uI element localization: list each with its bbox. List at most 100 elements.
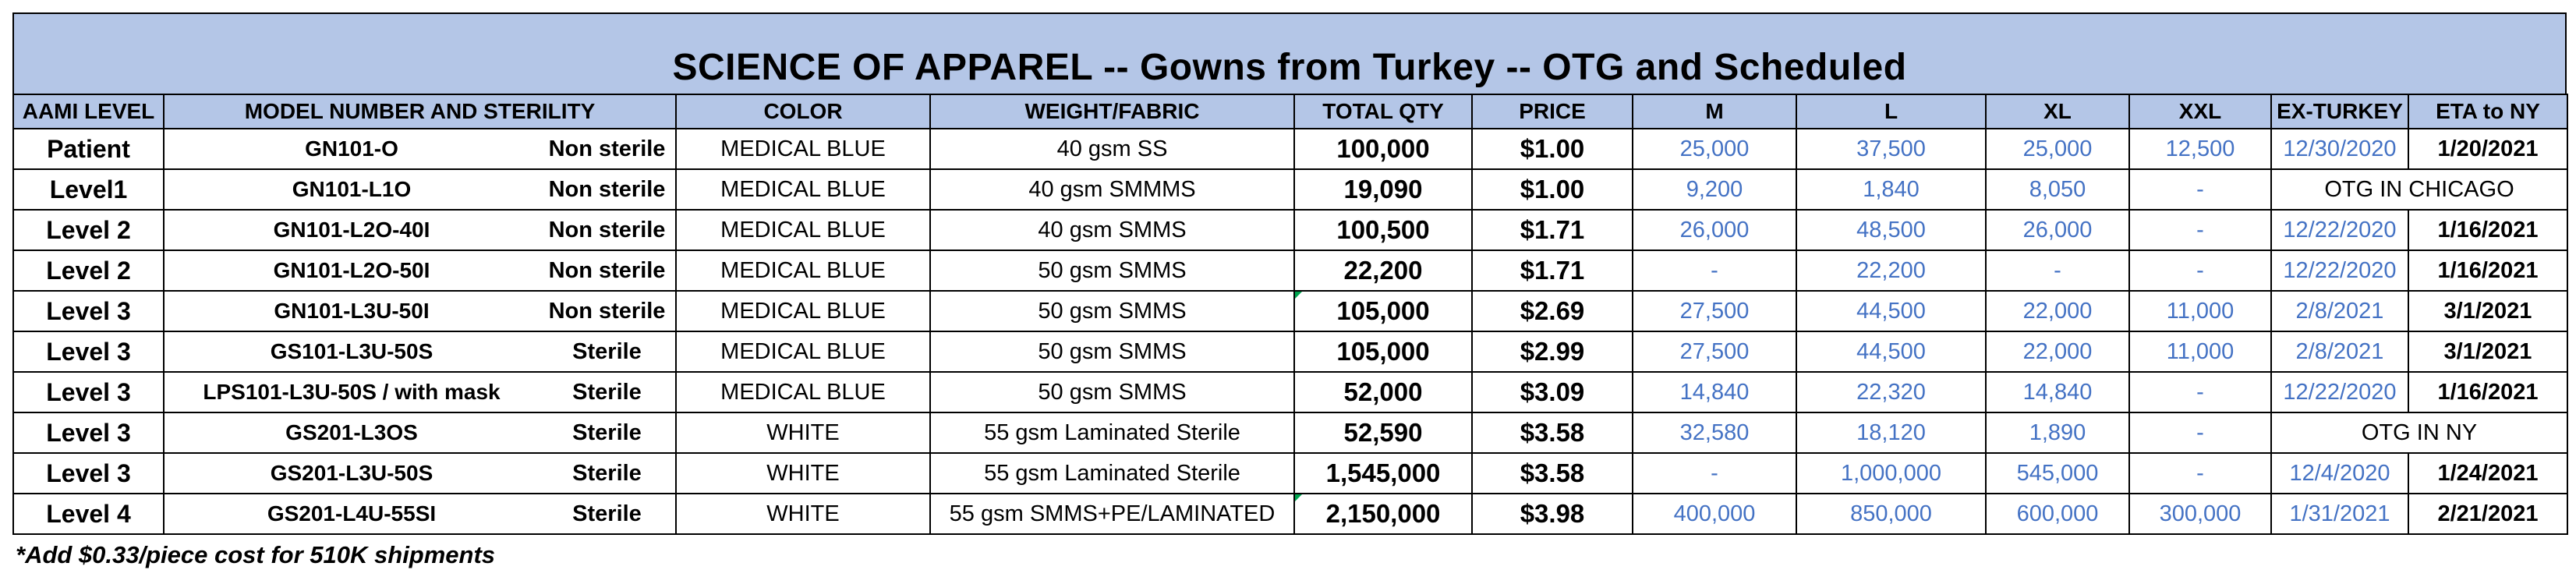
cell-size-xxl[interactable]: - — [2128, 168, 2272, 211]
cell-ex-turkey[interactable]: 12/4/2020 — [2270, 452, 2409, 494]
cell-total-qty[interactable]: 105,000 — [1293, 290, 1473, 332]
cell-ex-turkey[interactable]: 12/22/2020 — [2270, 371, 2409, 413]
cell-color[interactable]: WHITE — [675, 493, 931, 535]
cell-price[interactable]: $3.98 — [1471, 493, 1633, 535]
header-ex-turkey[interactable]: EX-TURKEY — [2270, 94, 2409, 129]
cell-size-xxl[interactable]: 11,000 — [2128, 290, 2272, 332]
cell-ex-turkey[interactable]: 1/31/2021 — [2270, 493, 2409, 535]
cell-size-xxl[interactable]: - — [2128, 209, 2272, 251]
cell-weight-fabric[interactable]: 50 gsm SMMS — [929, 331, 1295, 373]
cell-price[interactable]: $3.09 — [1471, 371, 1633, 413]
cell-model-number[interactable]: GN101-L1O — [163, 168, 539, 211]
cell-ex-turkey[interactable]: 2/8/2021 — [2270, 290, 2409, 332]
cell-aami-level[interactable]: Level 3 — [12, 331, 165, 373]
cell-color[interactable]: MEDICAL BLUE — [675, 250, 931, 292]
cell-color[interactable]: MEDICAL BLUE — [675, 371, 931, 413]
cell-eta-ny[interactable]: 1/16/2021 — [2408, 250, 2568, 292]
cell-size-l[interactable]: 44,500 — [1796, 331, 1987, 373]
cell-price[interactable]: $2.69 — [1471, 290, 1633, 332]
header-size-xl[interactable]: XL — [1985, 94, 2130, 129]
cell-model-number[interactable]: GN101-O — [163, 128, 539, 170]
cell-color[interactable]: WHITE — [675, 452, 931, 494]
cell-total-qty[interactable]: 105,000 — [1293, 331, 1473, 373]
cell-weight-fabric[interactable]: 50 gsm SMMS — [929, 290, 1295, 332]
cell-size-m[interactable]: - — [1632, 250, 1797, 292]
cell-sterility[interactable]: Non sterile — [539, 168, 677, 211]
cell-total-qty[interactable]: 19,090 — [1293, 168, 1473, 211]
cell-size-xl[interactable]: 26,000 — [1985, 209, 2130, 251]
cell-price[interactable]: $1.71 — [1471, 209, 1633, 251]
cell-weight-fabric[interactable]: 40 gsm SS — [929, 128, 1295, 170]
cell-price[interactable]: $1.71 — [1471, 250, 1633, 292]
cell-size-xxl[interactable]: 300,000 — [2128, 493, 2272, 535]
cell-aami-level[interactable]: Level 2 — [12, 250, 165, 292]
cell-sterility[interactable]: Sterile — [539, 493, 677, 535]
cell-size-xl[interactable]: 1,890 — [1985, 412, 2130, 454]
cell-size-l[interactable]: 18,120 — [1796, 412, 1987, 454]
cell-model-number[interactable]: GN101-L2O-40I — [163, 209, 539, 251]
cell-size-m[interactable]: 27,500 — [1632, 290, 1797, 332]
cell-size-l[interactable]: 1,000,000 — [1796, 452, 1987, 494]
cell-price[interactable]: $1.00 — [1471, 168, 1633, 211]
cell-total-qty[interactable]: 2,150,000 — [1293, 493, 1473, 535]
cell-weight-fabric[interactable]: 40 gsm SMMS — [929, 209, 1295, 251]
header-weight-fabric[interactable]: WEIGHT/FABRIC — [929, 94, 1295, 129]
cell-aami-level[interactable]: Level 3 — [12, 452, 165, 494]
cell-sterility[interactable]: Non sterile — [539, 128, 677, 170]
header-price[interactable]: PRICE — [1471, 94, 1633, 129]
cell-weight-fabric[interactable]: 55 gsm Laminated Sterile — [929, 412, 1295, 454]
cell-eta-ny[interactable]: 3/1/2021 — [2408, 331, 2568, 373]
cell-color[interactable]: MEDICAL BLUE — [675, 168, 931, 211]
cell-price[interactable]: $2.99 — [1471, 331, 1633, 373]
cell-size-xxl[interactable]: - — [2128, 371, 2272, 413]
cell-size-m[interactable]: - — [1632, 452, 1797, 494]
cell-size-xxl[interactable]: 12,500 — [2128, 128, 2272, 170]
cell-aami-level[interactable]: Level 3 — [12, 290, 165, 332]
cell-size-xxl[interactable]: - — [2128, 250, 2272, 292]
cell-size-xxl[interactable]: 11,000 — [2128, 331, 2272, 373]
cell-weight-fabric[interactable]: 50 gsm SMMS — [929, 371, 1295, 413]
cell-size-xl[interactable]: 25,000 — [1985, 128, 2130, 170]
cell-total-qty[interactable]: 52,590 — [1293, 412, 1473, 454]
cell-ex-turkey[interactable]: 2/8/2021 — [2270, 331, 2409, 373]
header-aami-level[interactable]: AAMI LEVEL — [12, 94, 165, 129]
cell-size-m[interactable]: 14,840 — [1632, 371, 1797, 413]
cell-color[interactable]: MEDICAL BLUE — [675, 128, 931, 170]
cell-sterility[interactable]: Non sterile — [539, 250, 677, 292]
cell-weight-fabric[interactable]: 55 gsm SMMS+PE/LAMINATED — [929, 493, 1295, 535]
cell-total-qty[interactable]: 100,000 — [1293, 128, 1473, 170]
cell-size-xl[interactable]: 8,050 — [1985, 168, 2130, 211]
header-size-l[interactable]: L — [1796, 94, 1987, 129]
sheet-title[interactable]: SCIENCE OF APPAREL -- Gowns from Turkey … — [12, 12, 2567, 94]
cell-size-m[interactable]: 9,200 — [1632, 168, 1797, 211]
header-model-sterility[interactable]: MODEL NUMBER AND STERILITY — [163, 94, 677, 129]
cell-size-m[interactable]: 27,500 — [1632, 331, 1797, 373]
cell-size-l[interactable]: 22,320 — [1796, 371, 1987, 413]
cell-weight-fabric[interactable]: 50 gsm SMMS — [929, 250, 1295, 292]
cell-size-xl[interactable]: 600,000 — [1985, 493, 2130, 535]
cell-ex-turkey[interactable]: 12/30/2020 — [2270, 128, 2409, 170]
cell-size-l[interactable]: 48,500 — [1796, 209, 1987, 251]
cell-size-l[interactable]: 1,840 — [1796, 168, 1987, 211]
header-size-m[interactable]: M — [1632, 94, 1797, 129]
cell-sterility[interactable]: Sterile — [539, 412, 677, 454]
cell-total-qty[interactable]: 22,200 — [1293, 250, 1473, 292]
header-color[interactable]: COLOR — [675, 94, 931, 129]
cell-size-m[interactable]: 32,580 — [1632, 412, 1797, 454]
cell-color[interactable]: MEDICAL BLUE — [675, 331, 931, 373]
cell-size-xxl[interactable]: - — [2128, 452, 2272, 494]
cell-total-qty[interactable]: 52,000 — [1293, 371, 1473, 413]
cell-size-l[interactable]: 22,200 — [1796, 250, 1987, 292]
cell-total-qty[interactable]: 100,500 — [1293, 209, 1473, 251]
cell-ex-turkey[interactable]: 12/22/2020 — [2270, 209, 2409, 251]
cell-eta-ny[interactable]: 3/1/2021 — [2408, 290, 2568, 332]
cell-aami-level[interactable]: Level1 — [12, 168, 165, 211]
cell-model-number[interactable]: LPS101-L3U-50S / with mask — [163, 371, 539, 413]
header-size-xxl[interactable]: XXL — [2128, 94, 2272, 129]
cell-total-qty[interactable]: 1,545,000 — [1293, 452, 1473, 494]
cell-otg-status[interactable]: OTG IN NY — [2270, 412, 2568, 454]
cell-size-m[interactable]: 25,000 — [1632, 128, 1797, 170]
cell-color[interactable]: MEDICAL BLUE — [675, 290, 931, 332]
cell-price[interactable]: $3.58 — [1471, 412, 1633, 454]
cell-sterility[interactable]: Non sterile — [539, 209, 677, 251]
